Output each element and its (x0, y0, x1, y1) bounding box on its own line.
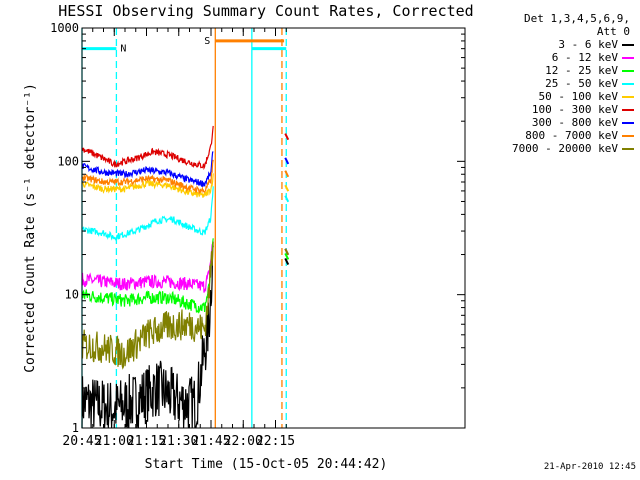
legend-entry: 12 - 25 keV (484, 64, 634, 77)
y-axis-label: Corrected Count Rate (s⁻¹ detector⁻¹) (23, 83, 38, 373)
series-line-6 (81, 151, 214, 188)
legend-entry: 50 - 100 keV (484, 90, 634, 103)
legend-label: 25 - 50 keV (545, 77, 618, 90)
legend-label: 12 - 25 keV (545, 64, 618, 77)
legend-header-line-2: Att 0 (596, 25, 630, 38)
y-tick-label: 100 (57, 154, 79, 168)
plot-frame (81, 27, 466, 429)
x-tick-label: 21:15 (127, 434, 166, 449)
chart-title: HESSI Observing Summary Count Rates, Cor… (58, 2, 473, 20)
legend-label: 6 - 12 keV (551, 51, 618, 64)
y-tick-label: 1000 (50, 21, 79, 35)
series-line-1 (81, 240, 214, 293)
series-end-segment-6 (284, 157, 290, 165)
legend-entry: 7000 - 20000 keV (484, 142, 634, 155)
series-end-segment-4 (284, 184, 290, 192)
legend-swatch (622, 69, 634, 72)
legend-label: 100 - 300 keV (531, 103, 618, 116)
x-tick-label: 20:45 (62, 434, 101, 449)
series-line-2 (81, 238, 214, 314)
legend-entry: 300 - 800 keV (484, 116, 634, 129)
legend-swatch (622, 147, 634, 150)
x-tick-label: 21:45 (191, 434, 230, 449)
legend: Det 1,3,4,5,6,9, Att 0 3 - 6 keV 6 - 12 k… (484, 12, 634, 155)
legend-swatch (622, 108, 634, 111)
series-end-segment-0 (284, 257, 290, 265)
series-end-segment-2 (284, 252, 290, 260)
legend-swatch (622, 82, 634, 85)
series-end-segment-7 (284, 170, 290, 178)
plot-area: NS (81, 28, 290, 429)
y-axis: 1 10 100 1000 (50, 21, 465, 435)
legend-label: 300 - 800 keV (531, 116, 618, 129)
legend-label: 7000 - 20000 keV (512, 142, 618, 155)
series-line-7 (81, 159, 214, 195)
series-end-segment-5 (284, 133, 290, 141)
y-tick-label: 1 (72, 421, 79, 435)
series-line-3 (81, 186, 214, 242)
series-end-segment-8 (284, 248, 290, 256)
series-line-8 (81, 241, 214, 370)
y-tick-label: 10 (65, 288, 79, 302)
legend-swatch (622, 95, 634, 98)
legend-entry: 800 - 7000 keV (484, 129, 634, 142)
x-axis-label: Start Time (15-Oct-05 20:44:42) (145, 457, 388, 472)
legend-swatch (622, 43, 634, 46)
legend-swatch (622, 56, 634, 59)
series-line-5 (81, 125, 214, 171)
marker-label: N (120, 44, 126, 55)
legend-label: 3 - 6 keV (558, 38, 618, 51)
series-end-segment-3 (284, 195, 290, 203)
legend-header-line-1: Det 1,3,4,5,6,9, (524, 12, 630, 25)
legend-swatch (622, 121, 634, 124)
legend-label: 800 - 7000 keV (525, 129, 618, 142)
legend-swatch (622, 134, 634, 137)
x-tick-label: 22:00 (224, 434, 263, 449)
legend-label: 50 - 100 keV (538, 90, 618, 103)
legend-entry: 6 - 12 keV (484, 51, 634, 64)
marker-label: S (204, 36, 210, 47)
generation-timestamp: 21-Apr-2010 12:45 (543, 462, 636, 472)
legend-entry: 100 - 300 keV (484, 103, 634, 116)
x-tick-label: 21:30 (159, 434, 198, 449)
series-line-0 (81, 245, 214, 429)
x-tick-label: 21:00 (95, 434, 134, 449)
x-tick-label: 22:15 (256, 434, 295, 449)
legend-entry: 25 - 50 keV (484, 77, 634, 90)
legend-entry: 3 - 6 keV (484, 38, 634, 51)
